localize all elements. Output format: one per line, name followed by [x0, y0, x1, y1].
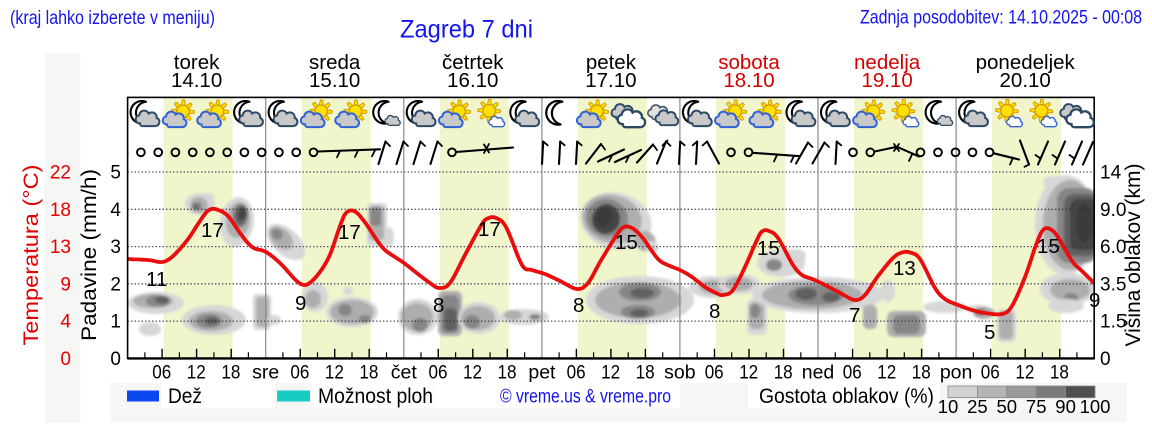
svg-text:18: 18: [359, 362, 378, 384]
svg-text:četrtek: četrtek: [442, 51, 504, 74]
svg-text:14: 14: [1100, 163, 1122, 184]
svg-text:25: 25: [967, 396, 988, 417]
svg-text:15: 15: [1037, 235, 1060, 258]
svg-text:(kraj lahko izberete v meniju): (kraj lahko izberete v meniju): [10, 7, 215, 29]
svg-text:1: 1: [110, 312, 121, 333]
svg-text:3: 3: [110, 237, 121, 258]
svg-text:18: 18: [1050, 362, 1069, 384]
svg-text:sre: sre: [252, 362, 279, 384]
svg-text:06: 06: [429, 362, 448, 384]
svg-text:12: 12: [187, 362, 206, 384]
svg-text:17: 17: [478, 218, 501, 241]
svg-text:ponedeljek: ponedeljek: [976, 51, 1076, 74]
svg-text:100: 100: [1080, 396, 1111, 417]
svg-text:Dež: Dež: [168, 385, 202, 408]
svg-text:18: 18: [636, 362, 655, 384]
svg-text:12: 12: [739, 362, 758, 384]
svg-text:petek: petek: [586, 51, 637, 74]
svg-text:17.10: 17.10: [585, 69, 636, 92]
svg-text:Zagreb 7 dni: Zagreb 7 dni: [400, 16, 533, 44]
svg-text:Zadnja posodobitev: 14.10.2025: Zadnja posodobitev: 14.10.2025 - 00:08: [860, 7, 1142, 29]
svg-text:© vreme.us & vreme.pro: © vreme.us & vreme.pro: [500, 386, 671, 408]
svg-text:8: 8: [433, 294, 444, 317]
svg-text:7: 7: [849, 304, 860, 327]
svg-text:14.10: 14.10: [171, 69, 222, 92]
svg-text:06: 06: [981, 362, 1000, 384]
svg-text:10: 10: [938, 396, 959, 417]
svg-text:5: 5: [110, 163, 121, 184]
svg-text:90: 90: [1055, 396, 1076, 417]
svg-text:8: 8: [573, 294, 584, 317]
svg-text:18: 18: [50, 200, 71, 221]
svg-text:13: 13: [893, 257, 916, 280]
svg-text:sobota: sobota: [718, 51, 780, 74]
svg-text:17: 17: [338, 221, 361, 244]
svg-text:9: 9: [295, 292, 306, 315]
svg-text:18: 18: [774, 362, 793, 384]
svg-text:75: 75: [1026, 396, 1047, 417]
svg-text:18: 18: [498, 362, 517, 384]
svg-text:11: 11: [146, 268, 167, 291]
svg-text:1.5: 1.5: [1100, 312, 1126, 333]
svg-text:50: 50: [997, 396, 1018, 417]
svg-text:15.10: 15.10: [309, 69, 360, 92]
svg-text:pon: pon: [940, 362, 973, 384]
svg-text:06: 06: [705, 362, 724, 384]
svg-text:17: 17: [201, 219, 224, 242]
svg-text:5: 5: [984, 321, 995, 344]
svg-text:0: 0: [1100, 349, 1111, 370]
svg-text:15: 15: [757, 237, 780, 260]
svg-text:22: 22: [50, 163, 71, 184]
svg-text:12: 12: [877, 362, 896, 384]
svg-text:15: 15: [615, 231, 638, 254]
svg-text:Gostota oblakov (%): Gostota oblakov (%): [759, 385, 934, 408]
svg-text:06: 06: [843, 362, 862, 384]
svg-text:pet: pet: [528, 362, 556, 384]
svg-text:Padavine (mm/h): Padavine (mm/h): [78, 169, 101, 341]
svg-text:18: 18: [221, 362, 240, 384]
svg-text:12: 12: [463, 362, 482, 384]
svg-text:8: 8: [709, 300, 720, 323]
svg-text:4: 4: [60, 312, 71, 333]
svg-text:20.10: 20.10: [1000, 69, 1051, 92]
svg-text:9.0: 9.0: [1100, 200, 1126, 221]
svg-text:06: 06: [290, 362, 309, 384]
svg-text:Višina oblakov (km): Višina oblakov (km): [1122, 164, 1145, 347]
svg-text:12: 12: [325, 362, 344, 384]
svg-text:18: 18: [912, 362, 931, 384]
svg-text:2: 2: [110, 274, 121, 295]
svg-text:12: 12: [601, 362, 620, 384]
svg-text:06: 06: [152, 362, 171, 384]
svg-text:sreda: sreda: [309, 51, 361, 74]
svg-text:čet: čet: [391, 362, 418, 384]
svg-text:ned: ned: [802, 362, 835, 384]
svg-text:19.10: 19.10: [861, 69, 912, 92]
svg-text:6.0: 6.0: [1100, 237, 1126, 258]
svg-text:3.5: 3.5: [1100, 274, 1126, 295]
svg-text:sob: sob: [664, 362, 696, 384]
svg-text:0: 0: [60, 349, 71, 370]
svg-text:Možnost ploh: Možnost ploh: [318, 385, 433, 408]
svg-text:16.10: 16.10: [447, 69, 498, 92]
svg-text:nedelja: nedelja: [854, 51, 921, 74]
svg-text:9: 9: [60, 274, 71, 295]
svg-text:12: 12: [1015, 362, 1034, 384]
svg-text:06: 06: [567, 362, 586, 384]
svg-text:4: 4: [110, 200, 121, 221]
svg-text:18.10: 18.10: [723, 69, 774, 92]
svg-text:Temperatura (°C): Temperatura (°C): [20, 165, 43, 346]
svg-text:0: 0: [110, 349, 121, 370]
svg-text:13: 13: [50, 237, 71, 258]
svg-text:torek: torek: [174, 51, 220, 74]
